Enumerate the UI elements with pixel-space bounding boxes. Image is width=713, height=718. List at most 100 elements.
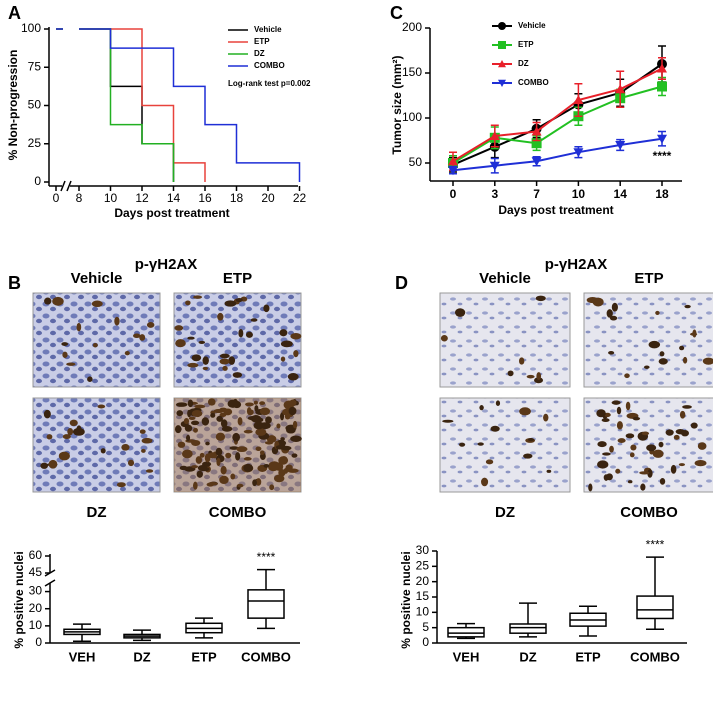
stained-nucleus: [181, 449, 193, 459]
stained-nucleus: [230, 473, 236, 480]
stained-nucleus: [225, 452, 232, 459]
stained-nucleus: [702, 357, 713, 365]
stained-nucleus: [187, 362, 199, 368]
stained-nucleus: [139, 429, 146, 434]
stained-nucleus: [285, 464, 293, 471]
stained-nucleus: [183, 418, 190, 425]
stained-nucleus: [216, 457, 221, 467]
stained-nucleus: [602, 452, 611, 456]
stained-nucleus: [199, 452, 205, 458]
stained-nucleus: [87, 376, 93, 382]
stained-nucleus: [252, 479, 257, 487]
stained-nucleus: [100, 448, 106, 454]
stained-nucleus: [536, 372, 542, 380]
stained-nucleus: [479, 405, 484, 411]
x-tick-label: 14: [167, 191, 181, 205]
axis-break: [60, 180, 66, 192]
stained-nucleus: [604, 412, 611, 418]
marker: [448, 166, 458, 176]
stained-nucleus: [216, 415, 223, 422]
stained-nucleus: [275, 445, 284, 450]
stained-nucleus: [215, 432, 226, 441]
stained-nucleus: [196, 470, 203, 478]
stained-nucleus: [43, 409, 51, 419]
stained-nucleus: [597, 441, 607, 448]
x-tick-label: 0: [53, 191, 60, 205]
y-tick-label: 25: [28, 136, 42, 150]
stained-nucleus: [259, 450, 265, 455]
stained-nucleus: [268, 461, 280, 470]
stained-nucleus: [121, 444, 130, 451]
marker: [573, 148, 584, 158]
x-tick-label: VEH: [69, 649, 96, 664]
series-line: [452, 63, 663, 166]
legend-label: Vehicle: [254, 25, 282, 34]
micrograph-label: Vehicle: [479, 270, 531, 287]
y-axis-label: % positive nuclei: [12, 551, 26, 648]
stained-nucleus: [597, 460, 609, 469]
marker: [615, 84, 626, 94]
stained-nucleus: [459, 442, 466, 447]
marker: [531, 126, 542, 136]
micrograph-label: DZ: [495, 504, 515, 521]
stained-nucleus: [526, 374, 535, 379]
stained-nucleus: [127, 459, 135, 467]
x-tick-label: 7: [533, 187, 540, 201]
stained-nucleus: [289, 399, 297, 406]
stained-nucleus: [176, 410, 184, 417]
stained-nucleus: [250, 318, 258, 322]
legend-label: ETP: [254, 37, 270, 46]
stained-nucleus: [288, 406, 297, 416]
stained-nucleus: [694, 459, 707, 467]
micrograph: [32, 292, 161, 388]
panel-label: B: [8, 273, 21, 293]
stained-nucleus: [236, 446, 248, 453]
stained-nucleus: [641, 431, 650, 436]
stained-nucleus: [141, 437, 153, 444]
y-tick-label: 20: [416, 574, 430, 588]
stained-nucleus: [220, 419, 228, 428]
stained-nucleus: [202, 356, 209, 365]
y-tick-label: 45: [29, 565, 43, 579]
stained-nucleus: [280, 340, 293, 348]
stained-nucleus: [191, 439, 201, 447]
micrograph-title: p-γH2AX: [545, 256, 608, 273]
stained-nucleus: [639, 471, 650, 475]
stained-nucleus: [490, 425, 500, 432]
stained-nucleus: [40, 462, 49, 469]
stained-nucleus: [592, 297, 604, 307]
marker: [657, 81, 667, 92]
stained-nucleus: [673, 434, 680, 440]
stained-nucleus: [246, 407, 252, 416]
x-tick-label: COMBO: [241, 649, 291, 664]
stained-nucleus: [264, 441, 274, 445]
y-tick-label: 200: [402, 20, 422, 34]
y-tick-label: 0: [35, 635, 42, 649]
stained-nucleus: [535, 295, 546, 302]
y-tick-label: 50: [28, 98, 42, 112]
y-axis-label: % positive nuclei: [399, 551, 413, 648]
stained-nucleus: [52, 296, 64, 306]
stained-nucleus: [245, 331, 253, 338]
stained-nucleus: [265, 416, 272, 424]
legend-label: COMBO: [518, 78, 549, 87]
micrograph: [439, 292, 571, 388]
x-tick-label: ETP: [575, 649, 601, 664]
marker: [531, 138, 542, 149]
stained-nucleus: [280, 412, 285, 421]
stained-nucleus: [684, 304, 691, 309]
stained-nucleus: [606, 309, 613, 318]
stained-nucleus: [682, 356, 688, 364]
stained-nucleus: [611, 400, 621, 405]
stained-nucleus: [659, 351, 665, 357]
micrograph: [32, 397, 161, 493]
x-tick-label: 10: [572, 187, 586, 201]
legend-label: Vehicle: [518, 21, 546, 30]
y-tick-label: 30: [29, 584, 43, 598]
stained-nucleus: [255, 446, 262, 451]
x-tick-label: 3: [491, 187, 498, 201]
stained-nucleus: [617, 438, 626, 444]
stained-nucleus: [652, 449, 664, 458]
stained-nucleus: [191, 354, 202, 362]
